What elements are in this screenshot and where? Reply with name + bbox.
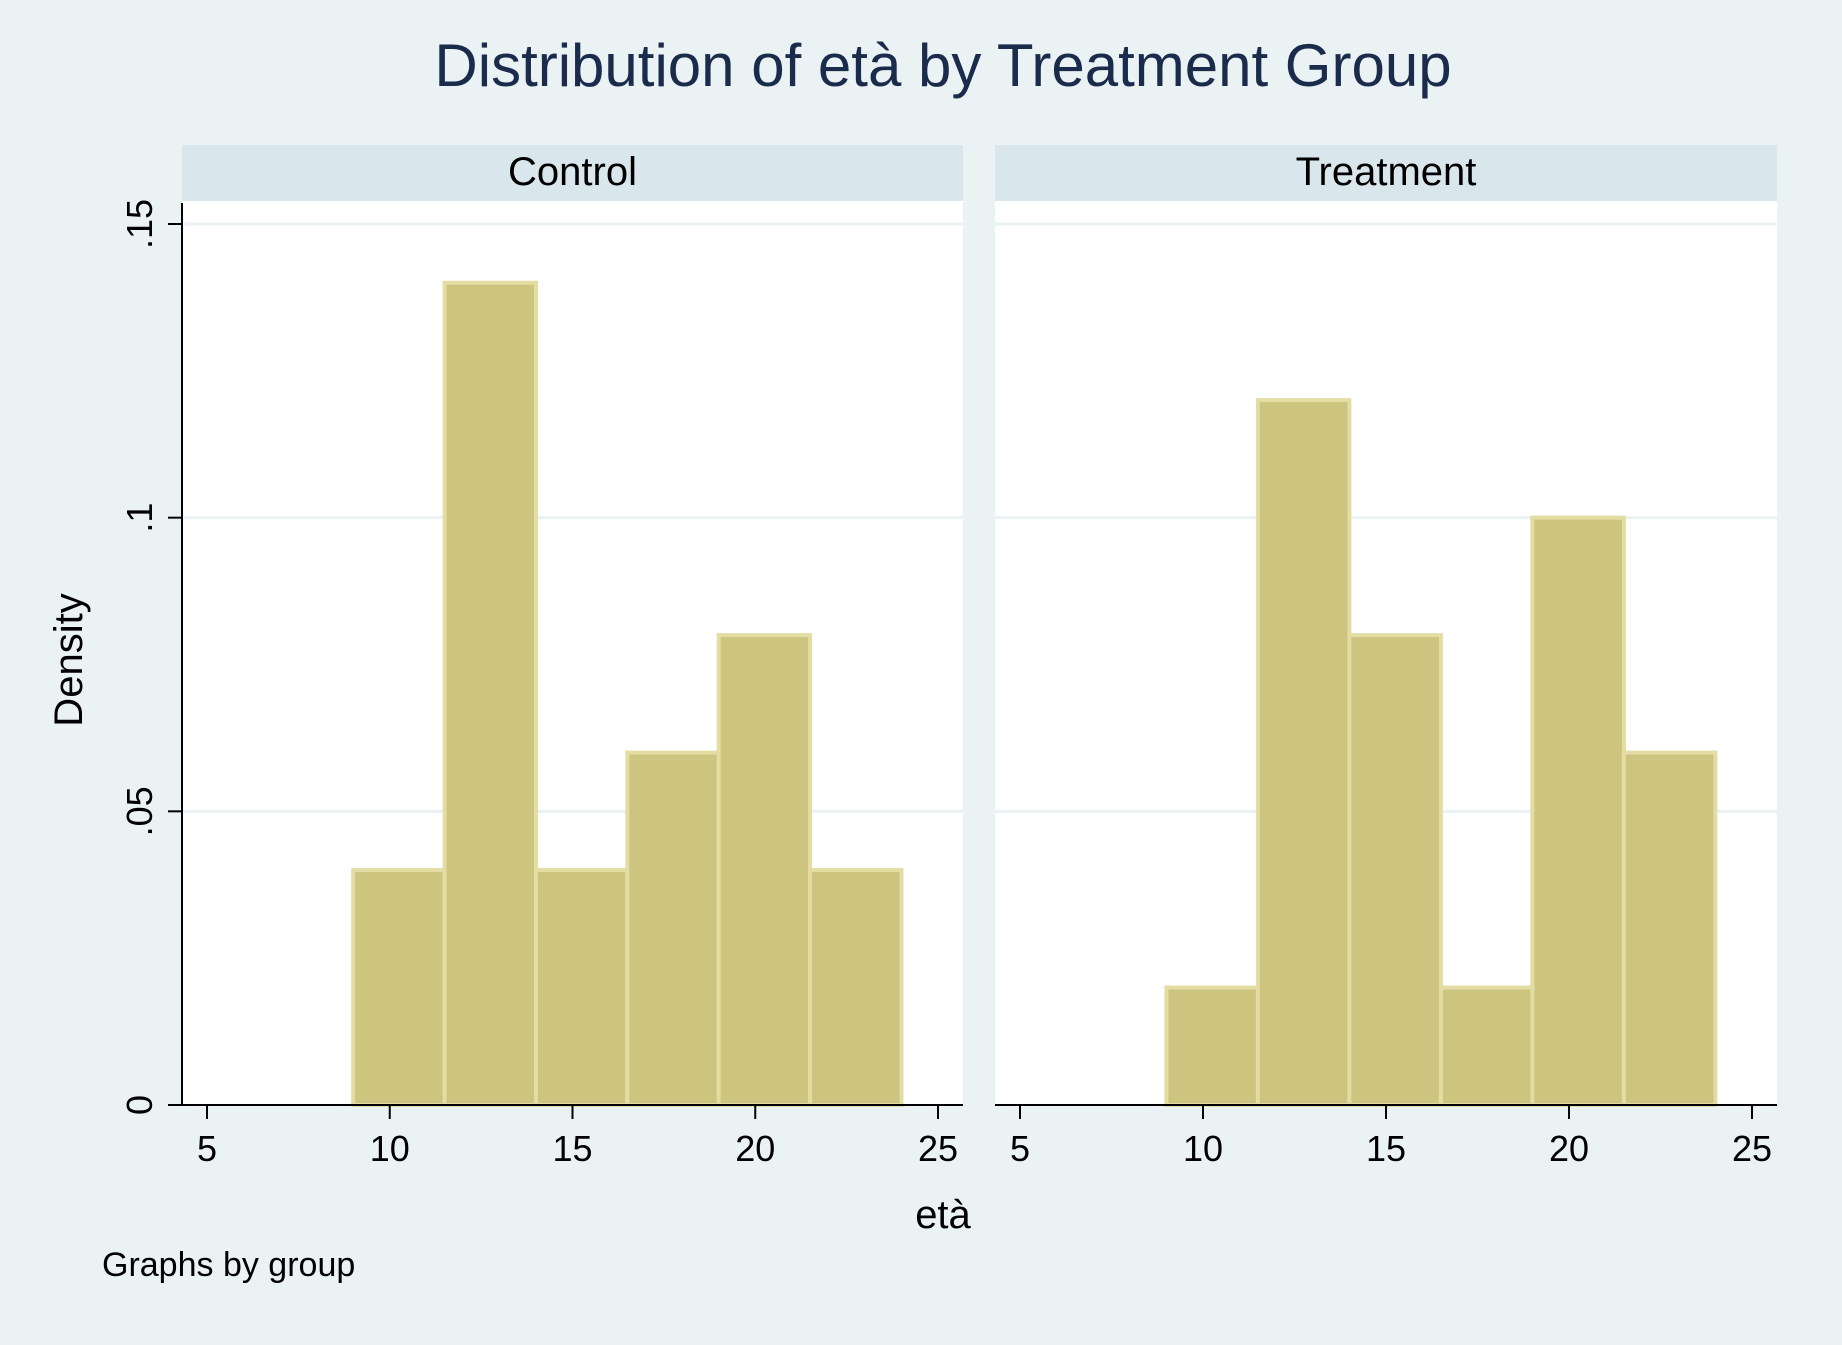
y-tick-label: .1: [119, 503, 160, 533]
y-tick-label: .15: [119, 199, 160, 249]
x-tick-label: 10: [370, 1128, 410, 1169]
y-axis-label: Density: [47, 593, 91, 726]
panel-strip-label: Treatment: [1296, 150, 1477, 194]
panel-treatment: Treatment 5 10 15 20 25: [995, 145, 1777, 1169]
y-tick-label: .05: [119, 786, 160, 836]
histogram-bar: [625, 750, 721, 1107]
panel-strip: [995, 145, 1777, 201]
histogram-bar: [1347, 633, 1443, 1108]
panel-strip-label: Control: [508, 150, 637, 194]
x-tick-label: 20: [1549, 1128, 1589, 1169]
panels-layer: Control 5 10 15 20 25 0 .05 .1 .15 Treatment 5 10 15 2…: [119, 145, 1777, 1169]
histogram-bar: [808, 868, 904, 1107]
y-tick-label: 0: [119, 1095, 160, 1115]
histogram-bar: [716, 633, 813, 1108]
histogram-bar: [1255, 398, 1352, 1107]
x-tick-label: 15: [1366, 1128, 1406, 1169]
x-tick-label: 15: [552, 1128, 592, 1169]
histogram-bar: [533, 868, 630, 1107]
chart-title: Distribution of età by Treatment Group: [434, 32, 1451, 99]
histogram-bar: [351, 868, 447, 1107]
x-tick-label: 25: [1732, 1128, 1772, 1169]
x-tick-label: 5: [1010, 1128, 1030, 1169]
histogram-bar: [1621, 750, 1718, 1107]
x-tick-label: 10: [1183, 1128, 1223, 1169]
panel-strip: [182, 145, 963, 201]
x-tick-label: 5: [197, 1128, 217, 1169]
panel-control: Control 5 10 15 20 25 0 .05 .1 .15: [119, 145, 963, 1169]
histogram-bar: [1530, 515, 1626, 1107]
x-tick-label: 25: [918, 1128, 958, 1169]
x-axis-label: età: [915, 1193, 971, 1237]
graphs-by-note: Graphs by group: [102, 1246, 355, 1284]
histogram-bar: [442, 280, 538, 1107]
histogram-bar: [1438, 985, 1535, 1107]
histogram-bar: [1164, 985, 1260, 1107]
x-tick-label: 20: [735, 1128, 775, 1169]
